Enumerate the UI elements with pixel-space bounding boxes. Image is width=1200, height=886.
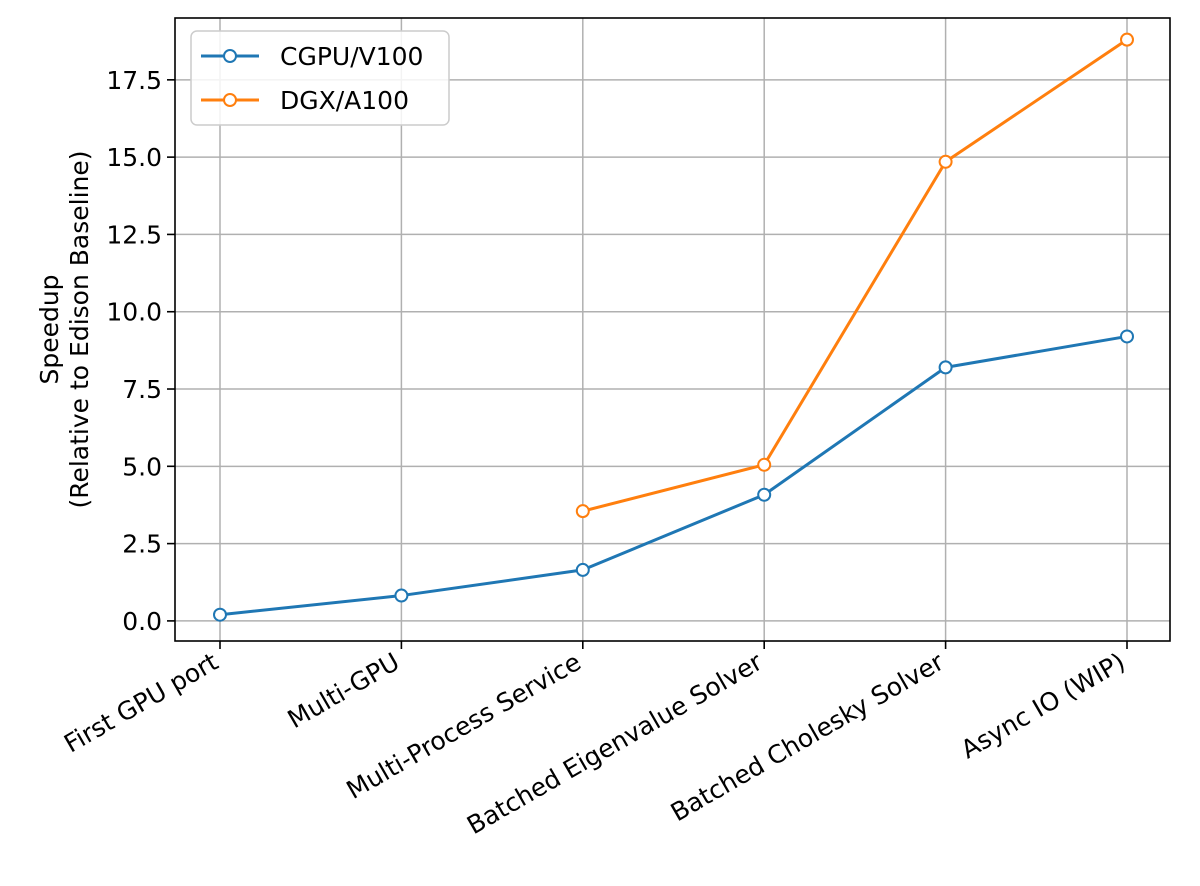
data-point xyxy=(757,487,772,502)
data-point xyxy=(757,457,772,472)
legend-marker xyxy=(223,93,237,107)
series-layer xyxy=(213,32,1134,622)
data-point xyxy=(394,588,409,603)
y-tick-label: 5.0 xyxy=(122,452,162,481)
data-point xyxy=(938,360,953,375)
legend-label: CGPU/V100 xyxy=(280,42,423,71)
y-tick-label: 17.5 xyxy=(106,66,162,95)
data-point xyxy=(575,504,590,519)
x-tick-label: First GPU port xyxy=(59,647,223,758)
data-point xyxy=(575,562,590,577)
plot-frame xyxy=(174,17,1171,642)
data-point xyxy=(1120,329,1134,344)
x-tick-label: Async IO (WIP) xyxy=(956,647,1130,764)
y-tick-label: 15.0 xyxy=(106,143,162,172)
data-point xyxy=(213,607,227,622)
series-line-0 xyxy=(219,334,1128,617)
x-tick-label: Multi-GPU xyxy=(283,647,405,734)
y-axis-title: Speedup (Relative to Edison Baseline) xyxy=(35,150,94,508)
y-tick-label: 0.0 xyxy=(122,607,162,636)
y-axis-title-line: (Relative to Edison Baseline) xyxy=(65,150,94,508)
legend: CGPU/V100 DGX/A100 xyxy=(190,30,450,126)
y-tick-label: 12.5 xyxy=(106,220,162,249)
y-tick-label: 2.5 xyxy=(122,530,162,559)
x-tick-label: Batched Eigenvalue Solver xyxy=(462,647,768,840)
y-tick-label: 10.0 xyxy=(106,298,162,327)
data-point xyxy=(1120,32,1134,47)
y-axis-title-line: Speedup xyxy=(35,274,64,384)
series-line-1 xyxy=(582,38,1128,513)
legend-marker xyxy=(223,49,237,63)
y-tick-label: 7.5 xyxy=(122,375,162,404)
legend-label: DGX/A100 xyxy=(280,86,409,115)
data-point xyxy=(938,154,953,169)
